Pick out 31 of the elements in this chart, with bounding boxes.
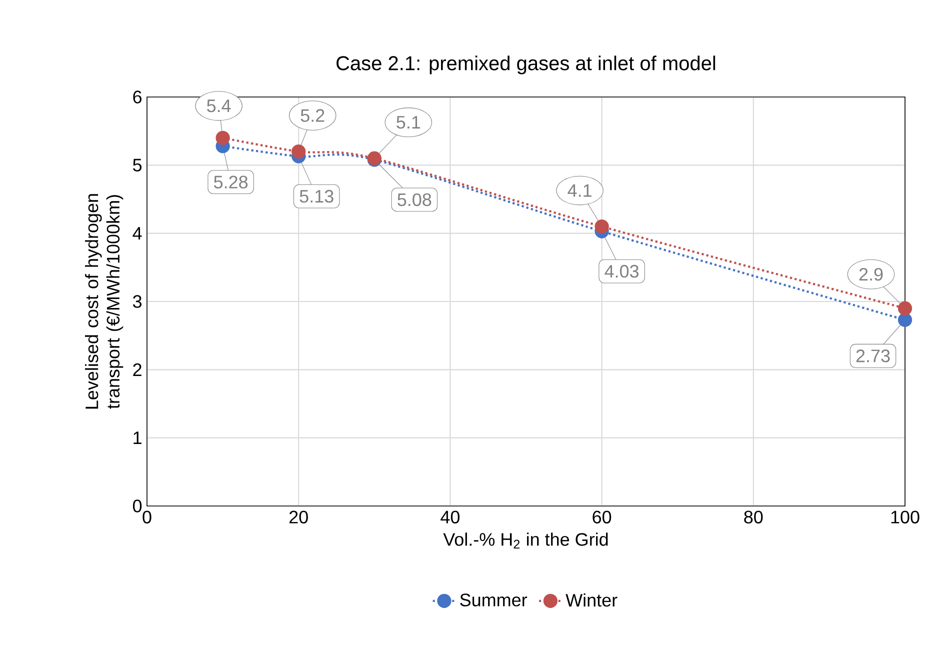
data-label: 5.4 <box>207 100 231 112</box>
data-label: 4.1 <box>568 184 592 197</box>
y-tick-label: 0 <box>132 500 142 512</box>
point <box>292 144 306 159</box>
data-label: 5.28 <box>214 176 248 188</box>
data-label: 4.03 <box>604 264 639 278</box>
data-label: 2.9 <box>859 268 883 281</box>
x-tick-label: 80 <box>744 510 763 524</box>
point <box>216 130 230 145</box>
x-tick-label: 100 <box>891 510 920 524</box>
x-axis-title: Vol.-% H$_{2}$ in the Grid <box>443 532 608 549</box>
y-tick-label: 1 <box>134 432 142 444</box>
data-label: 2.73 <box>856 350 890 362</box>
data-label: 5.2 <box>300 109 324 122</box>
data-label: 5.08 <box>398 193 432 206</box>
x-tick-label: 0 <box>142 510 152 524</box>
y-axis-title: Levelised cost of hydrogen transport (€/MWh/1000km) <box>85 194 124 409</box>
chart-title: Case 2.1: premixed gases at inlet of model <box>336 56 716 74</box>
data-label: 5.1 <box>396 116 420 129</box>
y-tick-label: 4 <box>132 227 142 240</box>
legend-label: Summer <box>460 594 528 606</box>
y-tick-label: 5 <box>132 158 142 172</box>
y-tick-label: 6 <box>133 90 142 104</box>
x-tick-label: 40 <box>440 510 460 524</box>
x-tick-label: 60 <box>592 510 612 524</box>
legend-label: Winter <box>566 593 618 607</box>
y-tick-label: 2 <box>133 363 142 376</box>
y-tick-label: 3 <box>132 295 142 308</box>
point <box>594 219 609 234</box>
data-label: 5.13 <box>300 190 334 203</box>
x-tick-label: 20 <box>289 510 308 524</box>
